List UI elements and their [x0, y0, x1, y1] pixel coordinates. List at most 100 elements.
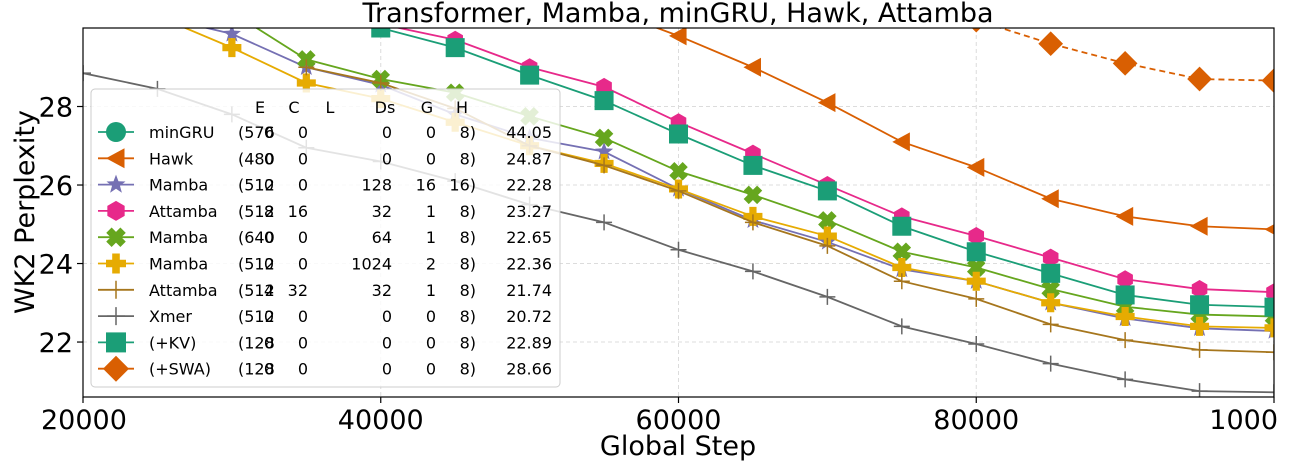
data-point — [1041, 293, 1061, 313]
legend-header-cell: H — [456, 98, 468, 117]
data-point — [892, 257, 912, 277]
data-point — [594, 91, 614, 111]
data-point — [222, 38, 242, 58]
data-point — [445, 38, 465, 58]
data-point — [372, 74, 389, 91]
data-point — [819, 237, 836, 254]
legend-cell: 8 — [264, 202, 274, 221]
data-point — [669, 28, 687, 46]
legend-cell: 8) — [460, 307, 476, 326]
legend-marker — [106, 174, 126, 193]
legend-header-cell: L — [326, 98, 335, 117]
data-point — [1042, 355, 1059, 372]
legend-cell: 28.66 — [506, 360, 552, 379]
legend-cell: 32 — [372, 281, 392, 300]
legend-cell: 2 — [426, 255, 436, 274]
legend-header-cell: C — [288, 98, 299, 117]
legend-cell: 0 — [426, 307, 436, 326]
legend-cell: 32 — [372, 202, 392, 221]
data-point — [1187, 66, 1212, 92]
legend-marker — [106, 122, 126, 142]
data-point — [298, 59, 315, 76]
y-tick-label: 22 — [39, 328, 73, 359]
legend-cell: (512 — [238, 176, 275, 195]
legend-header-cell: E — [255, 98, 265, 117]
legend-cell: 0 — [298, 333, 308, 352]
data-point — [1264, 297, 1274, 317]
legend-label: Mamba — [149, 255, 208, 274]
data-point — [968, 227, 985, 246]
legend-cell: 24.87 — [506, 149, 552, 168]
data-point — [595, 142, 614, 160]
data-point — [218, 0, 245, 26]
legend-cell: 22.65 — [506, 228, 552, 247]
data-point — [148, 7, 166, 24]
data-point — [744, 214, 761, 231]
legend-cell: 22.89 — [506, 333, 552, 352]
data-point — [1117, 332, 1134, 349]
data-point — [893, 318, 910, 335]
data-point — [968, 336, 985, 353]
legend-cell: 128 — [361, 176, 392, 195]
data-point — [966, 157, 985, 177]
legend-cell: 16 — [288, 202, 308, 221]
legend-cell: 23.27 — [506, 202, 552, 221]
legend-cell: 0 — [298, 307, 308, 326]
legend-label: Mamba — [149, 228, 208, 247]
data-point — [1115, 285, 1135, 305]
series-hawk — [654, 28, 1274, 236]
data-point — [1264, 224, 1274, 235]
data-point — [1190, 216, 1208, 236]
data-point — [817, 226, 837, 246]
legend-cell: 22.36 — [506, 255, 552, 274]
data-point — [1266, 283, 1274, 302]
data-point — [818, 211, 837, 230]
legend-cell: 0 — [426, 149, 436, 168]
legend-cell: 44.05 — [506, 123, 552, 142]
y-axis-label: WK2 Perplexity — [10, 110, 41, 314]
data-point — [148, 7, 167, 26]
data-point — [1042, 316, 1059, 333]
legend-marker — [106, 148, 125, 169]
legend-label: Mamba — [149, 176, 208, 195]
legend-cell: 0 — [264, 360, 274, 379]
data-point — [1041, 189, 1059, 209]
legend-label: minGRU — [149, 123, 214, 142]
x-tick-label: 20000 — [41, 405, 127, 436]
legend-cell: 0 — [264, 228, 274, 247]
legend-box — [90, 88, 561, 388]
data-point — [1266, 384, 1274, 397]
legend-cell: 8) — [460, 228, 476, 247]
data-point — [1266, 344, 1274, 361]
legend-cell: 0 — [382, 360, 392, 379]
chart-title: Transformer, Mamba, minGRU, Hawk, Attamb… — [361, 0, 993, 29]
data-point — [817, 93, 836, 113]
legend-label: Attamba — [149, 281, 218, 300]
legend-cell: (128 — [238, 333, 275, 352]
series-line — [654, 28, 1274, 231]
legend-marker — [106, 332, 126, 353]
data-point — [670, 241, 687, 258]
data-point — [744, 263, 761, 280]
y-tick-label: 24 — [39, 250, 73, 281]
data-point — [1261, 68, 1274, 93]
data-point — [520, 65, 540, 85]
legend-cell: 1024 — [351, 255, 392, 274]
x-axis-label: Global Step — [600, 431, 756, 462]
legend-header-cell: Ds — [375, 98, 396, 117]
x-tick-label: 80000 — [933, 405, 1019, 436]
legend-cell: 22.28 — [506, 176, 552, 195]
data-point — [892, 242, 912, 262]
legend-cell: 8) — [460, 333, 476, 352]
data-point — [1264, 318, 1274, 338]
legend-label: (+SWA) — [149, 360, 211, 379]
legend-cell: 21.74 — [506, 281, 552, 300]
data-point — [83, 65, 91, 82]
